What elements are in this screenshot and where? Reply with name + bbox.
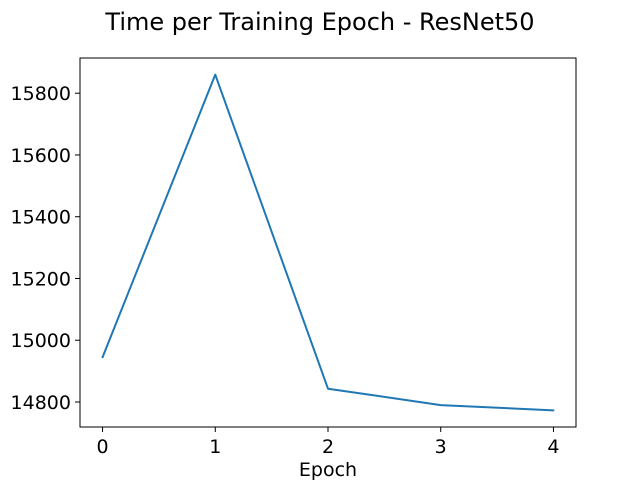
series-line [101, 73, 555, 412]
x-tick-label: 3 [435, 436, 447, 458]
x-tick-label: 2 [322, 436, 334, 458]
y-tick-label: 15400 [11, 207, 71, 229]
y-tick-label: 15000 [11, 330, 71, 352]
x-tick-label: 4 [547, 436, 559, 458]
x-tick-label: 1 [209, 436, 221, 458]
x-axis-label: Epoch [299, 459, 357, 480]
x-axis: 0 1 2 3 4 [96, 427, 560, 458]
y-tick-label: 14800 [11, 392, 71, 414]
x-tick-label: 0 [96, 436, 108, 458]
y-axis: 14800 15000 15200 15400 15600 15800 [11, 83, 80, 414]
y-tick-label: 15200 [11, 268, 71, 290]
chart-title: Time per Training Epoch - ResNet50 [104, 8, 534, 36]
y-tick-label: 15600 [11, 145, 71, 167]
y-tick-label: 15800 [11, 83, 71, 105]
